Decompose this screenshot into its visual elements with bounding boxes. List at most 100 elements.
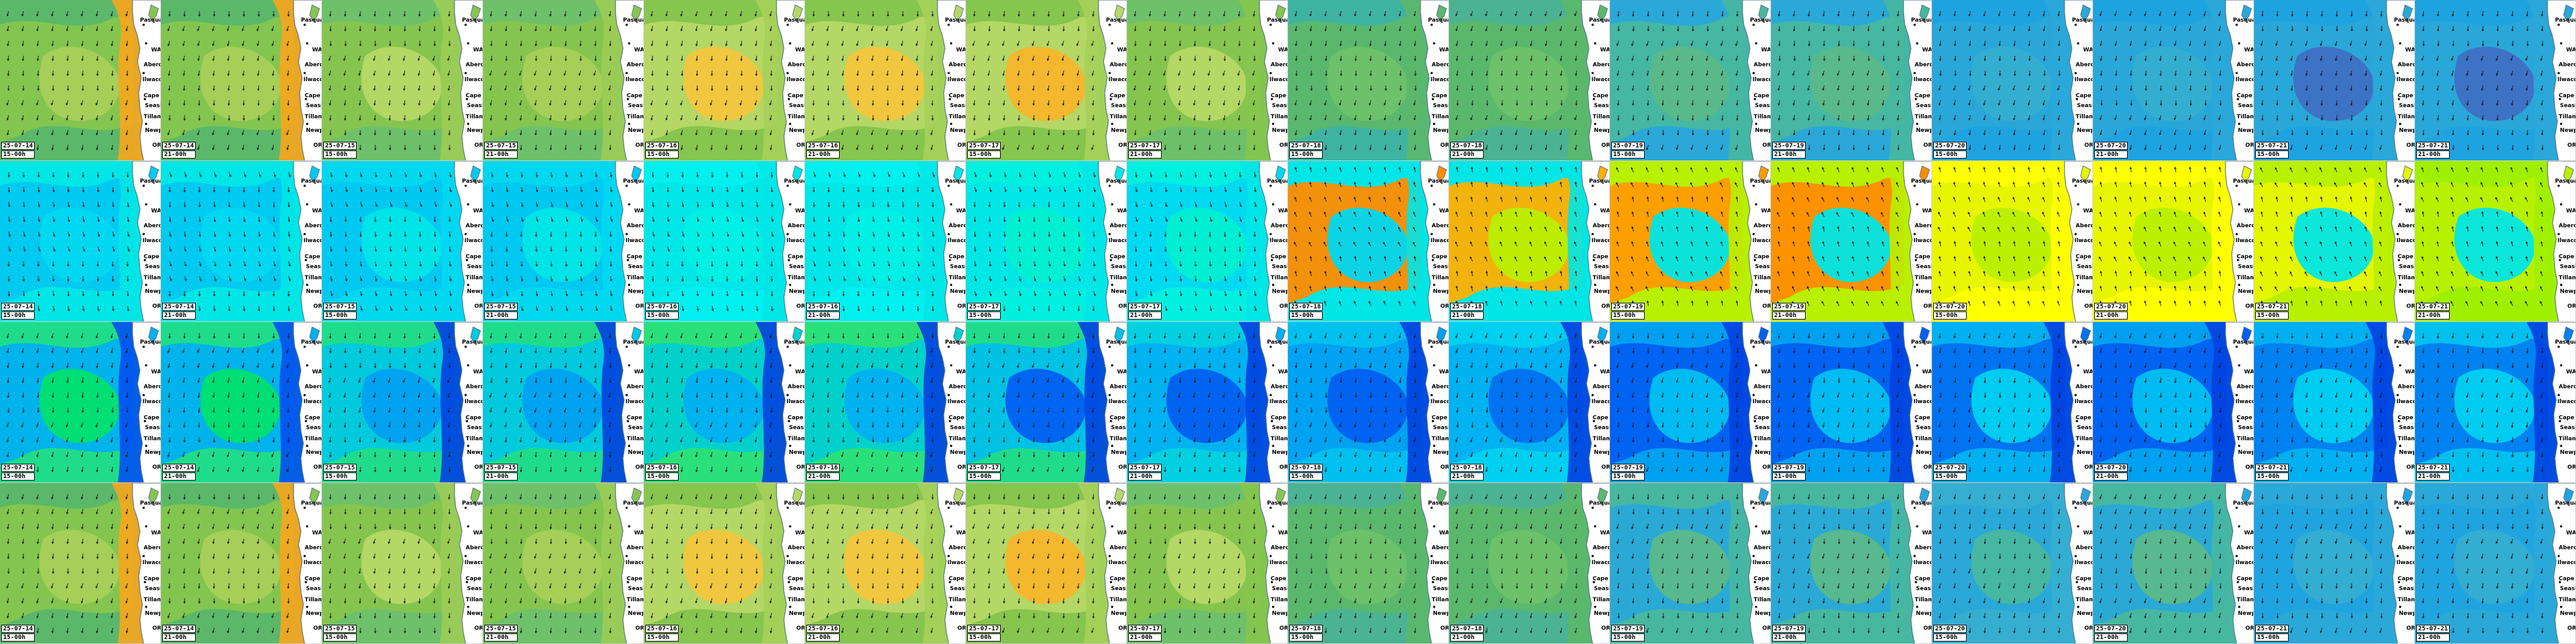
forecast-panel[interactable]: WAPasquayAberdeenIlwacoCape PtSeasideTil… bbox=[966, 0, 1127, 161]
map-place-label: Aberdeen bbox=[1271, 62, 1287, 68]
forecast-panel[interactable]: WAPasquayAberdeenIlwacoCape PtSeasideTil… bbox=[161, 0, 322, 161]
forecast-map bbox=[0, 161, 160, 321]
direction-arrowhead bbox=[2336, 133, 2338, 136]
direction-arrowhead bbox=[1078, 279, 1081, 282]
forecast-panel[interactable]: WAPasquayAberdeenIlwacoCape PtSeasideTil… bbox=[644, 0, 805, 161]
direction-arrowhead bbox=[2335, 88, 2338, 91]
field-contour-core bbox=[200, 207, 281, 282]
direction-arrowhead bbox=[287, 73, 289, 76]
direction-arrowhead bbox=[565, 294, 568, 297]
direction-arrow bbox=[1002, 144, 1005, 150]
forecast-panel[interactable]: WAPasquayAberdeenIlwacoCape PtSeasideTil… bbox=[1288, 0, 1449, 161]
direction-arrowhead bbox=[741, 294, 744, 297]
direction-arrow bbox=[770, 40, 772, 46]
direction-arrow bbox=[1254, 186, 1256, 192]
direction-arrow bbox=[1456, 55, 1458, 61]
direction-arrowhead bbox=[1063, 235, 1066, 238]
forecast-panel[interactable]: WAPasquayAberdeenIlwacoCape PtSeasideTil… bbox=[2254, 0, 2415, 161]
direction-arrowhead bbox=[842, 58, 844, 61]
direction-arrowhead bbox=[814, 175, 816, 178]
direction-arrowhead bbox=[258, 14, 260, 17]
place-marker bbox=[144, 98, 146, 100]
direction-arrowhead bbox=[1691, 118, 1694, 121]
forecast-panel[interactable]: WAPasquayAberdeenIlwacoCape PtSeasideTil… bbox=[483, 161, 644, 322]
forecast-panel[interactable]: WAPasquayAberdeenIlwacoCape PtSeasideTil… bbox=[1127, 0, 1288, 161]
direction-arrowhead bbox=[697, 219, 700, 222]
direction-arrow bbox=[769, 100, 772, 105]
forecast-panel[interactable]: WAPasquayAberdeenIlwacoCape PtSeasideTil… bbox=[1771, 0, 1932, 161]
forecast-panel[interactable]: WAPasquayAberdeenIlwacoCape PtSeasideTil… bbox=[1610, 0, 1771, 161]
forecast-panel[interactable]: WAPasquayAberdeenIlwacoCape PtSeasideTil… bbox=[1932, 0, 2093, 161]
direction-arrowhead bbox=[182, 28, 185, 32]
map-place-label: Aberdeen bbox=[788, 62, 804, 68]
forecast-panel[interactable]: WAPasquayAberdeenIlwacoCape PtSeasideTil… bbox=[2093, 0, 2254, 161]
direction-arrowhead bbox=[695, 74, 698, 77]
forecast-panel[interactable]: WAPasquayAberdeenIlwacoCape PtSeasideTil… bbox=[322, 0, 483, 161]
direction-arrows bbox=[973, 172, 1096, 312]
direction-arrowhead bbox=[227, 133, 229, 136]
forecast-panel[interactable]: WAPasquayAberdeenIlwacoCape PtSeasideTil… bbox=[161, 161, 322, 322]
direction-arrow bbox=[1998, 85, 2001, 90]
direction-arrowhead bbox=[258, 249, 261, 252]
direction-arrowhead bbox=[2451, 73, 2454, 76]
direction-arrowhead bbox=[695, 118, 698, 121]
direction-arrowhead bbox=[2144, 74, 2147, 76]
land-mass bbox=[2225, 0, 2253, 160]
direction-arrow bbox=[1897, 11, 1899, 16]
direction-arrowhead bbox=[1061, 73, 1064, 76]
direction-arrow bbox=[2100, 40, 2102, 46]
place-marker bbox=[306, 203, 308, 206]
place-marker bbox=[950, 284, 952, 286]
place-marker bbox=[789, 42, 791, 45]
map-place-label: Newport bbox=[1433, 128, 1448, 134]
forecast-panel[interactable]: WAPasquayAberdeenIlwacoCape PtSeasideTil… bbox=[1127, 161, 1288, 322]
direction-arrowhead bbox=[183, 89, 186, 91]
direction-arrow bbox=[228, 85, 230, 90]
direction-arrow bbox=[680, 100, 683, 105]
timestamp-badge: 25-07-17 15-00h bbox=[967, 303, 1001, 320]
direction-arrows bbox=[1294, 11, 1417, 150]
direction-arrowhead bbox=[272, 73, 274, 76]
forecast-panel[interactable]: WAPasquayAberdeenIlwacoCape PtSeasideTil… bbox=[2415, 0, 2576, 161]
direction-arrowhead bbox=[1193, 148, 1196, 151]
direction-arrowhead bbox=[974, 189, 977, 193]
direction-arrowhead bbox=[2437, 44, 2440, 47]
direction-arrow bbox=[228, 216, 230, 222]
direction-arrow bbox=[1032, 144, 1035, 150]
direction-arrowhead bbox=[243, 234, 246, 237]
direction-arrowhead bbox=[82, 249, 85, 252]
direction-arrowhead bbox=[491, 189, 494, 193]
direction-arrowhead bbox=[1793, 14, 1795, 17]
forecast-panel[interactable]: WAPasquayAberdeenIlwacoCape PtSeasideTil… bbox=[483, 0, 644, 161]
direction-arrowhead bbox=[82, 294, 85, 297]
direction-arrowhead bbox=[329, 88, 331, 91]
forecast-panel[interactable]: WAPasquayAberdeenIlwacoCape PtSeasideTil… bbox=[0, 161, 161, 322]
direction-arrowhead bbox=[37, 175, 40, 178]
direction-arrowhead bbox=[1150, 175, 1152, 178]
direction-arrow bbox=[1852, 85, 1855, 90]
direction-arrowhead bbox=[1691, 14, 1694, 17]
forecast-panel[interactable]: WAPasquayAberdeenIlwacoCape PtSeasideTil… bbox=[1449, 0, 1610, 161]
direction-arrowhead bbox=[23, 204, 25, 207]
direction-arrow bbox=[726, 305, 728, 311]
direction-arrowhead bbox=[858, 249, 861, 252]
forecast-panel[interactable]: WAPasquayAberdeenIlwacoCape PtSeasideTil… bbox=[966, 161, 1127, 322]
direction-arrow bbox=[1999, 40, 2001, 46]
direction-arrowhead bbox=[711, 89, 713, 92]
forecast-panel[interactable]: WAPasquayAberdeenIlwacoCape PtSeasideTil… bbox=[805, 161, 966, 322]
map-place-label: Cape Pt bbox=[949, 93, 965, 99]
forecast-panel[interactable]: WAPasquayAberdeenIlwacoCape PtSeasideTil… bbox=[805, 0, 966, 161]
map-place-label: WA bbox=[1922, 47, 1932, 53]
forecast-panel[interactable]: WAPasquayAberdeenIlwacoCape PtSeasideTil… bbox=[0, 0, 161, 161]
direction-arrowhead bbox=[2379, 147, 2382, 150]
direction-arrow bbox=[697, 216, 699, 222]
direction-arrow bbox=[214, 216, 215, 222]
forecast-panel[interactable]: WAPasquayAberdeenIlwacoCape PtSeasideTil… bbox=[322, 161, 483, 322]
direction-arrowhead bbox=[1968, 118, 1971, 121]
map-place-label: Pasquay bbox=[1267, 17, 1287, 24]
forecast-panel[interactable]: WAPasquayAberdeenIlwacoCape PtSeasideTil… bbox=[644, 161, 805, 322]
direction-arrow bbox=[2043, 40, 2045, 46]
direction-arrowhead bbox=[2320, 147, 2323, 150]
forecast-panel[interactable]: WAPasquayAberdeenIlwacoCape PtSeasideTil… bbox=[1288, 161, 1449, 322]
direction-arrow bbox=[2351, 85, 2352, 90]
